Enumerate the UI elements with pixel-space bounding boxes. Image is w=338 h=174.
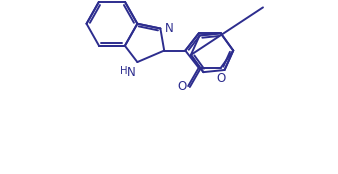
Text: N: N bbox=[127, 66, 136, 78]
Text: O: O bbox=[177, 81, 186, 93]
Text: N: N bbox=[165, 22, 173, 35]
Text: H: H bbox=[120, 66, 127, 76]
Text: O: O bbox=[216, 72, 225, 85]
